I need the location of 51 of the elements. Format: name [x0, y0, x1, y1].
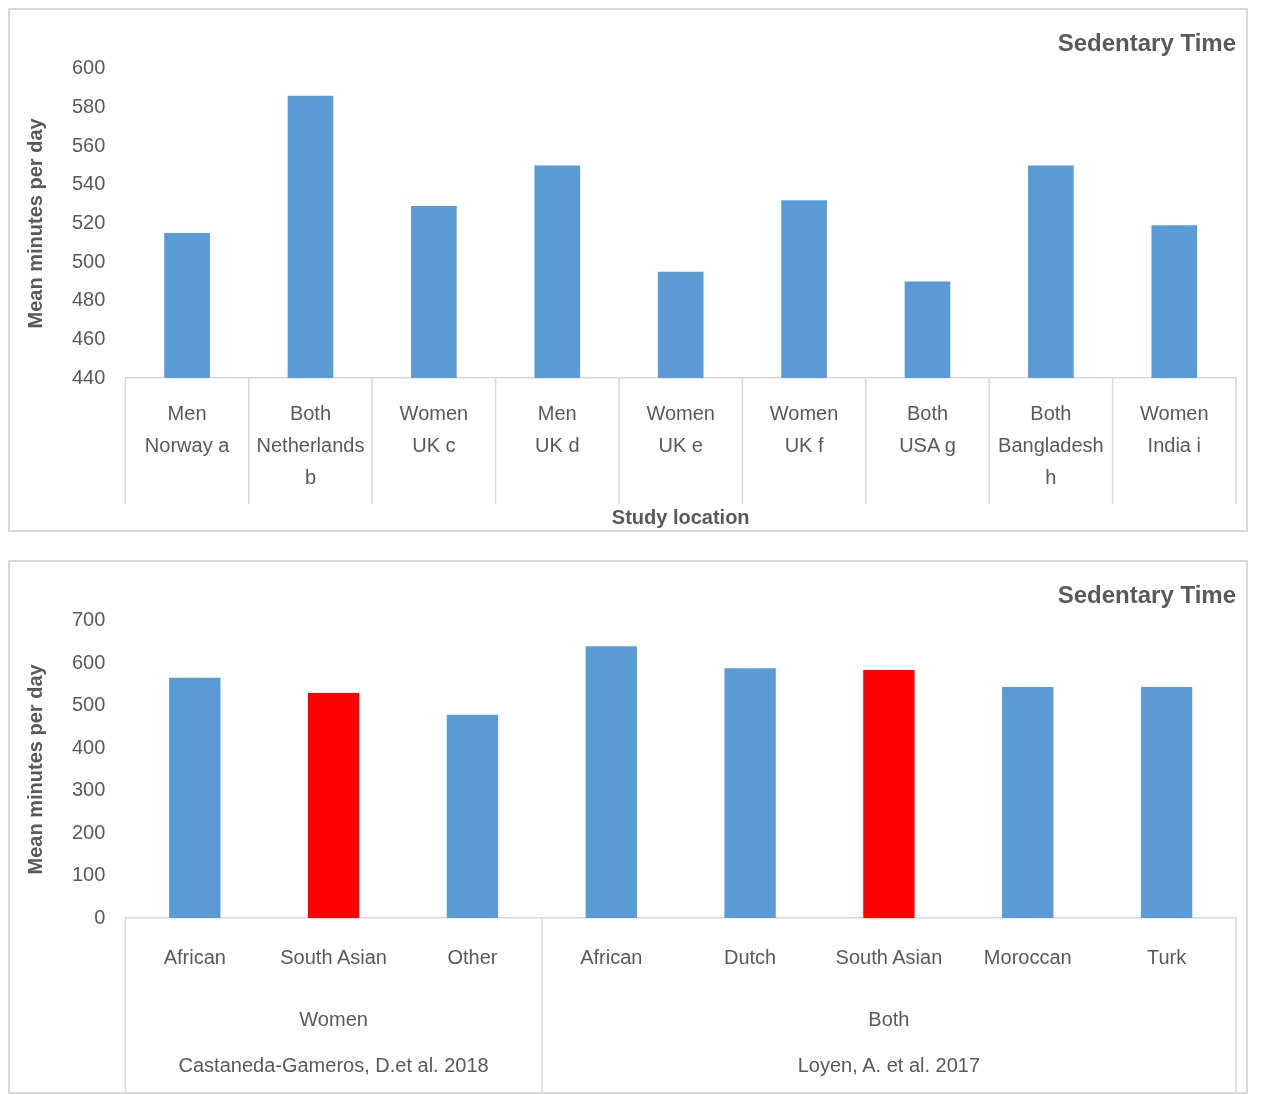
x-tick-label: Turk [1146, 945, 1188, 968]
x-tick-label: Moroccan [983, 945, 1072, 968]
y-tick-label: 200 [71, 820, 106, 843]
y-tick-label: 700 [71, 608, 106, 631]
x-axis-title: Study location [611, 505, 750, 528]
x-tick-label: Women UK e [646, 401, 715, 456]
x-tick-label: Both Netherlands b [256, 401, 365, 488]
y-tick-label: 0 [94, 905, 106, 928]
y-tick-label: 500 [71, 249, 106, 272]
chart-title: Sedentary Time [1057, 29, 1236, 57]
text: Castaneda-Gameros, D.et al. 2018 [178, 1053, 489, 1076]
x-tick-label: Men UK d [535, 401, 580, 456]
chart-title: Sedentary Time [1057, 581, 1236, 609]
bar [169, 677, 221, 918]
bar [724, 668, 776, 918]
x-tick-label: South Asian [835, 945, 943, 968]
y-tick-label: 580 [71, 94, 106, 117]
y-tick-label: 560 [71, 133, 106, 156]
bar [1002, 687, 1054, 918]
x-tick-label: African [580, 945, 643, 968]
y-tick-label: 400 [71, 735, 106, 758]
y-tick-label: 520 [71, 210, 106, 233]
y-tick-label: 600 [71, 650, 106, 673]
y-axis-title: Mean minutes per day [23, 117, 46, 329]
y-axis-title: Mean minutes per day [23, 663, 46, 875]
x-tick-label: African [163, 945, 226, 968]
text: Loyen, A. et al. 2017 [797, 1053, 981, 1076]
x-tick-label: Both USA g [899, 401, 956, 456]
y-tick-label: 480 [71, 288, 106, 311]
x-tick-label: Women UK c [399, 401, 469, 456]
bar [863, 670, 915, 918]
y-tick-label: 600 [71, 56, 106, 79]
bar [1140, 687, 1193, 918]
text: Both [868, 1007, 910, 1030]
bar [446, 714, 499, 918]
x-tick-label: Both Bangladesh h [998, 401, 1104, 488]
bar [585, 646, 637, 918]
x-tick-label: South Asian [280, 945, 387, 968]
x-tick-label: Dutch [723, 945, 777, 968]
y-tick-label: 540 [71, 172, 106, 195]
y-tick-label: 440 [71, 365, 106, 388]
x-tick-label: Women India i [1140, 401, 1209, 456]
text: Women [299, 1007, 368, 1030]
x-tick-label: Men Norway a [144, 401, 231, 456]
y-tick-label: 100 [71, 863, 106, 886]
y-tick-label: 300 [71, 778, 106, 801]
x-tick-label: Women UK f [769, 401, 839, 456]
bar [307, 692, 360, 918]
x-tick-label: Other [447, 945, 498, 968]
y-tick-label: 460 [71, 326, 106, 349]
y-tick-label: 500 [71, 693, 106, 716]
